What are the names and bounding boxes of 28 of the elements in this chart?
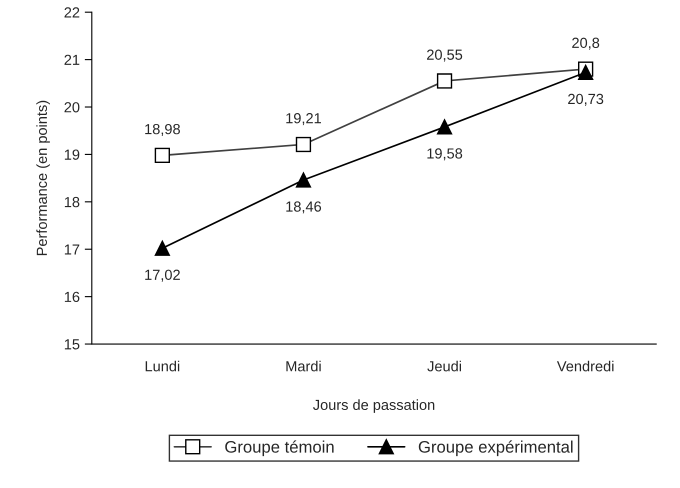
y-tick-label: 21 [64, 54, 80, 65]
x-tick-label: Jeudi [427, 360, 461, 372]
legend-label: Groupe témoin [225, 440, 334, 456]
data-label: 19,58 [427, 148, 462, 160]
x-tick-label: Lundi [146, 360, 180, 372]
data-label: 19,21 [286, 113, 321, 126]
data-label: 17,02 [145, 270, 180, 282]
x-tick-label: Vendredi [556, 360, 614, 372]
point [296, 172, 312, 188]
point [578, 64, 594, 80]
data-label: 20,55 [427, 50, 462, 62]
point [436, 119, 452, 135]
y-tick-label: 20 [64, 102, 80, 112]
legend-label: Groupe expérimental [418, 440, 572, 456]
y-axis-title: Performance (en points) [36, 100, 50, 256]
data-label: 20,8 [572, 38, 600, 50]
data-label: 20,73 [568, 94, 604, 106]
point [154, 240, 170, 256]
x-tick-label: Mardi [286, 360, 321, 372]
data-label: 18,98 [145, 124, 180, 136]
y-tick-label: 18 [64, 196, 80, 208]
y-tick-label: 15 [64, 339, 80, 350]
x-axis-title: Jours de passation [313, 399, 434, 413]
y-tick-label: 22 [64, 7, 80, 18]
y-tick-label: 19 [64, 150, 80, 160]
data-label: 18,46 [286, 201, 322, 214]
y-tick-label: 16 [64, 292, 80, 302]
y-tick-label: 17 [64, 244, 80, 255]
